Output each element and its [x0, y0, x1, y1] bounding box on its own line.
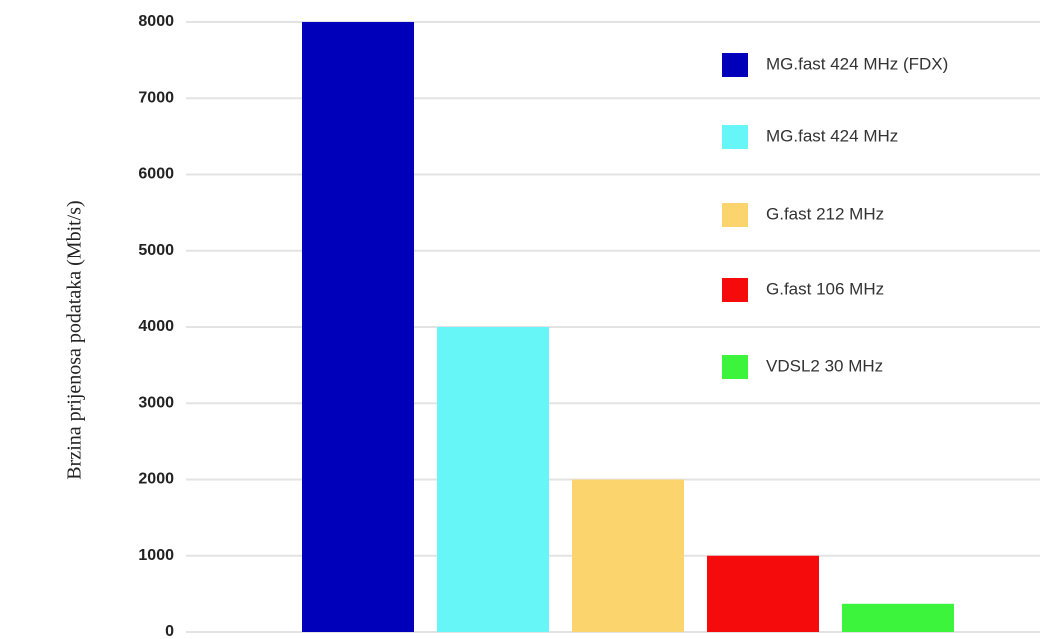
- legend-swatch: [722, 53, 748, 77]
- bar: [572, 479, 684, 632]
- legend-swatch: [722, 125, 748, 149]
- legend-label: MG.fast 424 MHz: [766, 126, 898, 145]
- legend-label: G.fast 106 MHz: [766, 279, 884, 298]
- legend-swatch: [722, 355, 748, 379]
- y-tick-label: 8000: [138, 13, 174, 30]
- y-tick-label: 5000: [138, 242, 174, 259]
- legend-swatch: [722, 278, 748, 302]
- y-tick-label: 4000: [138, 318, 174, 335]
- bar: [707, 555, 819, 632]
- y-tick-label: 3000: [138, 394, 174, 411]
- y-tick-label: 7000: [138, 89, 174, 106]
- bar: [437, 327, 549, 632]
- y-tick-label: 1000: [138, 547, 174, 564]
- legend-label: VDSL2 30 MHz: [766, 356, 883, 375]
- legend-label: MG.fast 424 MHz (FDX): [766, 54, 948, 73]
- bar: [302, 22, 414, 632]
- legend-label: G.fast 212 MHz: [766, 204, 884, 223]
- y-tick-label: 2000: [138, 471, 174, 488]
- y-tick-label: 6000: [138, 166, 174, 183]
- y-axis-label: Brzina prijenosa podataka (Mbit/s): [64, 200, 86, 479]
- legend-swatch: [722, 203, 748, 227]
- y-tick-label: 0: [165, 623, 174, 639]
- bar: [842, 603, 954, 632]
